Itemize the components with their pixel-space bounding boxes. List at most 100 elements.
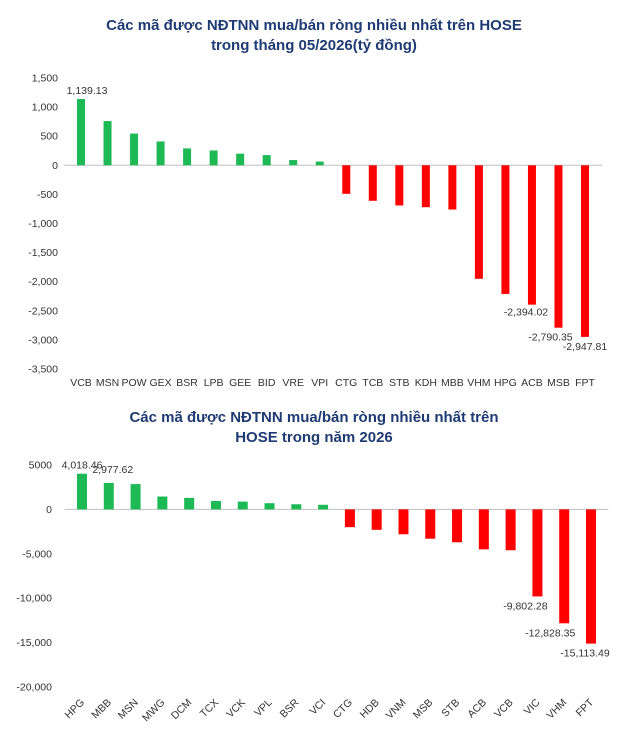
chart1-bar-lpb [209,150,218,166]
chart1-xtick-hpg: HPG [494,377,517,389]
chart2-bar-mwg [157,496,168,510]
chart1-xtick-vhm: VHM [467,377,490,389]
chart1-xtick-vcb: VCB [70,377,92,389]
chart1-xtick-gee: GEE [229,377,251,389]
chart1-ytick-2: 500 [40,131,58,143]
chart2-xtick-mbb: MBB [89,697,114,722]
chart1-bar-msb [554,165,563,328]
chart1-xtick-fpt: FPT [575,377,595,389]
chart1-ytick-1: 1,000 [32,102,58,114]
chart1-ytick-5: -1,000 [28,218,58,230]
chart1-bar-bsr [183,148,192,166]
chart1-data-label-msb: -2,790.35 [528,332,573,344]
chart2-bar-vpl [264,503,275,510]
chart1-xtick-pow: POW [122,377,147,389]
chart1-xtick-lpb: LPB [204,377,224,389]
chart2-ytick-2: -5,000 [22,548,52,560]
chart2-data-label-hpg: 4,018.46 [62,460,103,472]
chart2-data-label-vic: -9,802.28 [503,600,548,612]
chart1-xtick-stb: STB [389,377,409,389]
chart1-bar-vhm [474,165,483,279]
chart2-bar-bsr [291,504,302,510]
chart1-xtick-bid: BID [258,377,276,389]
chart1-xtick-ctg: CTG [335,377,357,389]
chart1-ytick-7: -2,000 [28,276,58,288]
chart1-ytick-10: -3,500 [28,364,58,376]
chart1-title-line1: Các mã được NĐTNN mua/bán ròng nhiều nhấ… [106,17,522,34]
chart2-data-label-fpt: -15,113.49 [560,648,610,660]
chart2-ytick-1: 0 [46,504,52,516]
chart1-bar-gee [236,153,245,166]
chart2-bar-vnm [398,509,409,535]
chart1-ytick-0: 1,500 [32,73,58,85]
chart2-bar-vic [532,509,543,597]
chart2-xtick-mwg: MWG [140,697,167,724]
chart2-xtick-msn: MSN [116,697,141,722]
chart2-data-label-mbb: 2,977.62 [92,464,133,476]
chart2-data-label-vhm: -12,828.35 [525,627,575,639]
chart1-title: Các mã được NĐTNN mua/bán ròng nhiều nhấ… [0,16,628,56]
chart2-bar-vck [237,501,248,510]
chart1-ytick-9: -3,000 [28,334,58,346]
chart1-xtick-bsr: BSR [176,377,198,389]
chart2-bar-hdb [371,509,382,530]
chart1-bar-tcb [368,165,377,201]
chart1-bar-gex [156,141,165,166]
chart1-bar-vcb [77,99,85,166]
chart1-bar-vre [289,160,298,166]
chart2-xtick-stb: STB [439,697,462,720]
chart1-svg: 1,500 1,000 500 0 -500 -1,000 -1,500 -2,000 -2,5… [28,73,608,390]
chart1-bar-mbb [448,165,457,210]
chart2-title-line1: Các mã được NĐTNN mua/bán ròng nhiều nhấ… [129,409,499,426]
chart1-title-line2: trong tháng 05/2026(tỷ đồng) [211,37,417,54]
chart1-xtick-kdh: KDH [415,377,437,389]
chart1-data-label-vcb: 1,139.13 [67,85,108,97]
chart1-bar-pow [130,133,139,166]
chart2-xtick-vic: VIC [522,696,543,717]
chart2-bar-vhm [559,509,570,624]
chart2-bar-vcb [505,509,516,551]
chart2-bar-msb [425,509,436,539]
chart1-xtick-acb: ACB [521,377,543,389]
chart1-xtick-mbb: MBB [441,377,464,389]
chart2-bar-dcm [184,497,195,510]
chart1-bar-msn [103,121,112,166]
chart1-bar-fpt [581,165,589,337]
chart2-xtick-hpg: HPG [63,697,88,722]
chart2-xtick-vpl: VPL [252,697,275,720]
chart1-xtick-msb: MSB [547,377,570,389]
chart2-title: Các mã được NĐTNN mua/bán ròng nhiều nhấ… [0,408,628,448]
chart1-ytick-4: -500 [37,189,58,201]
chart2-ytick-5: -20,000 [16,682,52,694]
chart1-xtick-vpi: VPI [311,377,328,389]
chart1-bar-kdh [421,165,430,208]
chart2-bar-msn [130,484,141,510]
chart1-xtick-gex: GEX [149,377,171,389]
chart2-ytick-4: -15,000 [16,637,52,649]
chart1-data-label-acb: -2,394.02 [504,307,549,319]
chart1-bar-ctg [342,165,351,194]
chart2-bar-tcx [210,500,221,510]
chart1-bar-acb [527,165,536,305]
chart2-bar-hpg [77,473,87,510]
chart1-xtick-msn: MSN [96,377,119,389]
chart2-bar-ctg [344,509,355,528]
chart2-bar-fpt [586,509,596,644]
chart2-xtick-acb: ACB [465,697,489,721]
chart2-xtick-ctg: CTG [331,697,355,721]
chart2-xtick-hdb: HDB [358,697,382,721]
chart2-xtick-vhm: VHM [544,697,569,722]
chart2-xtick-tcx: TCX [198,697,221,720]
chart1-ytick-6: -1,500 [28,247,58,259]
chart2-xtick-vck: VCK [224,697,248,721]
chart1-bar-stb [395,165,404,206]
chart2-bar-stb [452,509,463,543]
chart2-xtick-vci: VCI [307,697,328,718]
chart1-data-label-fpt: -2,947.81 [563,341,608,353]
chart2-xtick-fpt: FPT [574,696,597,719]
chart2-ytick-0: 5000 [29,460,53,472]
chart1-ytick-8: -2,500 [28,305,58,317]
chart1-bar-bid [262,155,271,166]
chart1-xtick-vre: VRE [282,377,304,389]
